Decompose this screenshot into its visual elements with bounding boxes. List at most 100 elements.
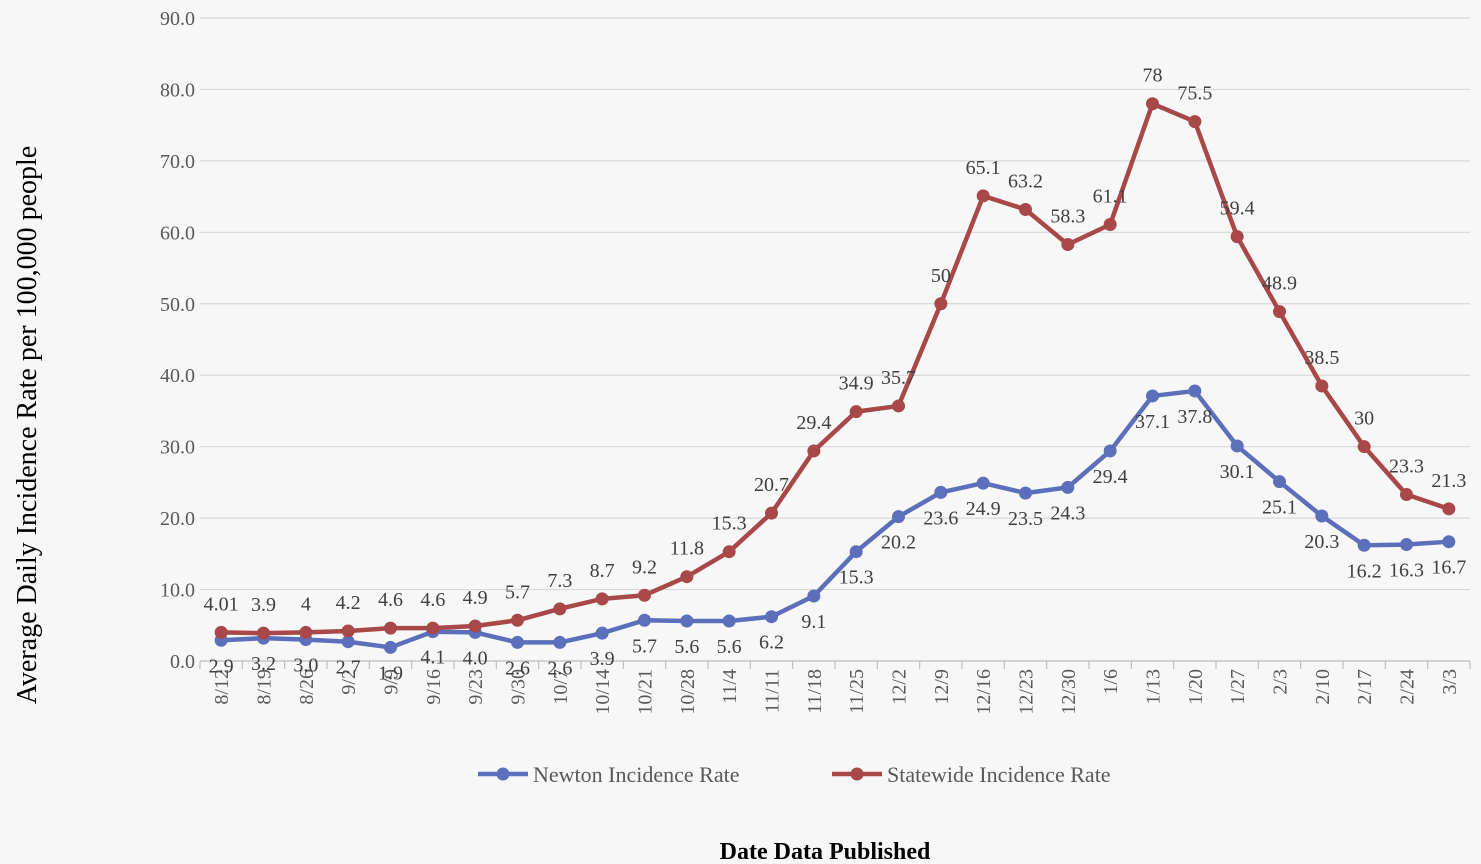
data-label: 4	[301, 593, 311, 615]
legend-label: Newton Incidence Rate	[533, 762, 739, 787]
y-tick-label: 70.0	[160, 151, 195, 173]
legend-marker-0	[496, 767, 510, 781]
data-point	[1273, 305, 1286, 319]
data-point	[934, 297, 948, 311]
data-label: 5.6	[717, 636, 742, 658]
data-label: 78	[1143, 65, 1163, 87]
data-point	[934, 485, 948, 499]
y-axis-title: Average Daily Incidence Rate per 100,000…	[12, 146, 43, 704]
data-point	[1019, 202, 1032, 216]
x-tick-label: 8/12	[211, 669, 233, 705]
x-tick-label: 12/2	[889, 669, 911, 705]
data-point	[595, 592, 609, 606]
data-label: 23.3	[1389, 456, 1424, 478]
x-tick-label: 9/30	[508, 669, 530, 705]
data-label: 24.3	[1050, 502, 1085, 524]
x-axis-title: Date Data Published	[720, 839, 931, 864]
data-label: 50	[931, 265, 951, 287]
data-point	[1061, 480, 1075, 494]
data-label: 23.6	[923, 507, 958, 529]
data-label: 65.1	[966, 157, 1001, 179]
data-label: 48.9	[1262, 273, 1297, 295]
data-label: 21.3	[1431, 470, 1466, 492]
data-label: 9.2	[632, 556, 657, 578]
data-label: 8.7	[590, 560, 615, 582]
data-point	[553, 602, 567, 616]
data-point	[976, 476, 990, 490]
x-tick-label: 8/26	[296, 669, 318, 705]
x-tick-label: 1/20	[1185, 669, 1207, 705]
y-tick-label: 10.0	[160, 580, 195, 602]
y-tick-label: 20.0	[160, 508, 195, 530]
data-point	[680, 570, 694, 584]
data-point	[1442, 535, 1456, 549]
data-label: 37.1	[1135, 411, 1170, 433]
data-label: 37.8	[1177, 406, 1212, 428]
data-label: 16.2	[1347, 560, 1382, 582]
data-point	[257, 626, 270, 640]
data-label: 11.8	[670, 538, 704, 560]
data-label: 23.5	[1008, 508, 1043, 530]
data-point	[722, 614, 736, 628]
data-point	[384, 640, 397, 654]
data-point	[1442, 502, 1456, 516]
x-tick-label: 2/10	[1312, 669, 1334, 705]
data-point	[553, 635, 567, 649]
data-point	[1273, 475, 1286, 489]
data-label: 4.6	[420, 589, 445, 611]
data-label: 59.4	[1220, 198, 1255, 220]
data-label: 63.2	[1008, 170, 1043, 192]
x-tick-label: 8/19	[254, 669, 276, 705]
data-label: 30	[1354, 408, 1374, 430]
y-tick-label: 80.0	[160, 79, 195, 101]
data-point	[892, 510, 905, 524]
y-tick-label: 50.0	[160, 294, 195, 316]
x-tick-label: 11/18	[804, 669, 826, 714]
x-tick-label: 2/17	[1354, 669, 1376, 705]
x-tick-label: 1/27	[1227, 669, 1249, 705]
data-point	[299, 625, 313, 639]
x-tick-label: 9/2	[338, 669, 360, 695]
data-point	[976, 189, 990, 203]
data-point	[680, 614, 694, 628]
data-label: 4.1	[420, 647, 445, 669]
data-point	[1315, 379, 1329, 393]
data-label: 34.9	[839, 373, 874, 395]
data-label: 3.0	[293, 655, 318, 677]
data-label: 16.7	[1431, 557, 1466, 579]
x-tick-label: 2/24	[1397, 669, 1419, 705]
x-tick-label: 10/7	[550, 669, 572, 705]
y-tick-label: 0.0	[170, 651, 195, 673]
data-point	[849, 405, 863, 419]
data-label: 4.2	[336, 592, 361, 614]
data-point	[1357, 440, 1371, 454]
x-tick-label: 11/25	[846, 669, 868, 714]
data-point	[511, 613, 524, 627]
data-label: 20.7	[754, 474, 789, 496]
data-point	[595, 626, 609, 640]
data-label: 1.9	[378, 662, 403, 684]
data-label: 2.6	[547, 657, 572, 679]
x-tick-label: 1/13	[1143, 669, 1165, 705]
x-tick-label: 12/16	[973, 669, 995, 715]
data-label: 20.3	[1304, 531, 1339, 553]
data-label: 7.3	[547, 570, 572, 592]
x-tick-label: 9/16	[423, 669, 445, 705]
y-tick-label: 40.0	[160, 365, 195, 387]
data-label: 4.0	[463, 647, 488, 669]
data-label: 3.2	[251, 653, 276, 675]
data-point	[1400, 488, 1413, 502]
data-point	[384, 621, 397, 635]
data-label: 5.7	[505, 581, 530, 603]
data-point	[638, 613, 651, 627]
data-label: 25.1	[1262, 497, 1297, 519]
data-label: 9.1	[801, 611, 826, 633]
data-point	[849, 545, 863, 559]
x-tick-label: 12/30	[1058, 669, 1080, 715]
data-label: 29.4	[796, 412, 831, 434]
legend-label: Statewide Incidence Rate	[887, 762, 1111, 787]
data-point	[1357, 538, 1371, 552]
x-tick-label: 2/3	[1270, 669, 1292, 695]
